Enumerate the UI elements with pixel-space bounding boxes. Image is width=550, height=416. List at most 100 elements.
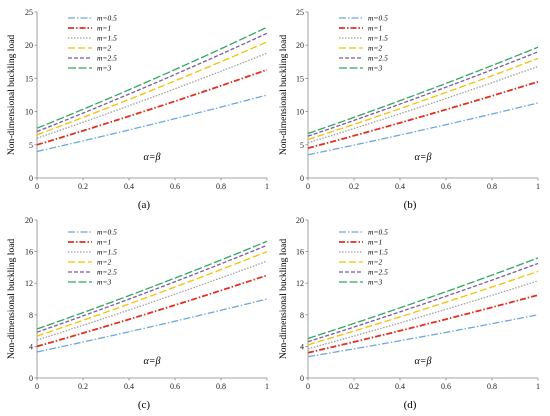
x-tick-label: 0.8: [487, 382, 497, 391]
series-line: [36, 94, 268, 153]
y-tick-label: 5: [29, 141, 33, 150]
panel-label: (b): [404, 199, 417, 211]
series-line: [307, 46, 539, 135]
x-tick-label: 1: [536, 382, 540, 391]
y-tick-label: 4: [300, 342, 304, 351]
panel-label: (d): [404, 399, 417, 411]
x-tick-label: 0.4: [124, 382, 134, 391]
y-axis-label: Non-dimensional buckling load: [7, 239, 17, 360]
series-line: [307, 102, 539, 156]
x-tick-label: 0.6: [441, 382, 451, 391]
y-axis-label: Non-dimensional buckling load: [7, 35, 17, 156]
series-line: [36, 250, 268, 337]
series-line: [307, 262, 539, 343]
x-tick-label: 0.2: [78, 382, 88, 391]
legend-label: m=1: [97, 238, 111, 247]
series-line: [36, 240, 268, 330]
x-tick-label: 0.6: [441, 182, 451, 191]
series-line: [36, 274, 268, 348]
legend-label: m=3: [368, 64, 382, 73]
series-line: [307, 80, 539, 149]
legend-label: m=2: [368, 44, 382, 53]
legend-label: m=2: [97, 44, 111, 53]
series-line: [307, 280, 539, 350]
y-tick-label: 12: [25, 279, 33, 288]
y-tick-label: 0: [29, 374, 33, 383]
y-tick-label: 20: [25, 41, 33, 50]
panel-label: (a): [138, 199, 151, 211]
x-tick-label: 0.4: [395, 382, 405, 391]
legend-label: m=2: [97, 258, 111, 267]
y-axis-label: Non-dimensional buckling load: [279, 239, 289, 360]
legend-label: m=2.5: [97, 268, 117, 277]
series-line: [36, 244, 268, 333]
x-tick-label: 0: [35, 182, 39, 191]
legend-label: m=2: [368, 258, 382, 267]
y-tick-label: 10: [296, 108, 304, 117]
y-tick-label: 25: [25, 8, 33, 17]
y-tick-label: 12: [296, 279, 304, 288]
legend-label: m=3: [368, 278, 382, 287]
x-axis-label: α=β: [144, 152, 161, 163]
legend-label: m=3: [97, 64, 111, 73]
y-tick-label: 8: [300, 311, 304, 320]
y-tick-label: 15: [296, 74, 304, 83]
series-line: [307, 314, 539, 358]
y-tick-label: 5: [300, 141, 304, 150]
y-tick-label: 8: [29, 311, 33, 320]
x-tick-label: 0.8: [487, 182, 497, 191]
legend-label: m=1: [368, 238, 382, 247]
legend-label: m=1.5: [368, 34, 388, 43]
x-tick-label: 0.8: [216, 182, 226, 191]
series-line: [36, 68, 268, 146]
series-line: [307, 65, 539, 144]
x-axis-label: α=β: [415, 152, 432, 163]
legend-label: m=0.5: [97, 228, 117, 237]
legend-label: m=3: [97, 278, 111, 287]
series-line: [307, 51, 539, 137]
y-tick-label: 15: [25, 74, 33, 83]
series-line: [36, 298, 268, 353]
x-axis-label: α=β: [415, 356, 432, 367]
x-tick-label: 0.4: [395, 182, 405, 191]
legend-label: m=1.5: [368, 248, 388, 257]
legend-label: m=1: [368, 24, 382, 33]
series-line: [36, 260, 268, 341]
x-tick-label: 0: [306, 382, 310, 391]
x-tick-label: 1: [265, 182, 269, 191]
panel-label: (c): [138, 399, 151, 411]
legend-label: m=0.5: [368, 14, 388, 23]
y-tick-label: 16: [25, 248, 33, 257]
y-axis-label: Non-dimensional buckling load: [279, 35, 289, 156]
x-tick-label: 0.2: [78, 182, 88, 191]
series-line: [307, 294, 539, 354]
legend-label: m=1.5: [97, 34, 117, 43]
y-tick-label: 25: [296, 8, 304, 17]
legend-label: m=0.5: [97, 14, 117, 23]
y-tick-label: 0: [300, 174, 304, 183]
series-line: [36, 41, 268, 136]
x-tick-label: 0.2: [349, 182, 359, 191]
x-tick-label: 0.4: [124, 182, 134, 191]
x-tick-label: 0: [35, 382, 39, 391]
series-line: [307, 57, 539, 141]
y-tick-label: 16: [296, 248, 304, 257]
y-tick-label: 20: [25, 216, 33, 225]
x-tick-label: 1: [536, 182, 540, 191]
series-line: [36, 52, 268, 139]
legend-label: m=2.5: [97, 54, 117, 63]
y-tick-label: 0: [300, 374, 304, 383]
y-tick-label: 20: [296, 216, 304, 225]
legend-label: m=1: [97, 24, 111, 33]
legend-label: m=0.5: [368, 228, 388, 237]
y-tick-label: 4: [29, 342, 33, 351]
legend-label: m=1.5: [97, 248, 117, 257]
legend-label: m=2.5: [368, 268, 388, 277]
series-line: [36, 26, 268, 129]
x-tick-label: 0: [306, 182, 310, 191]
y-tick-label: 0: [29, 174, 33, 183]
x-tick-label: 0.8: [216, 382, 226, 391]
series-line: [307, 270, 539, 346]
y-tick-label: 10: [25, 108, 33, 117]
